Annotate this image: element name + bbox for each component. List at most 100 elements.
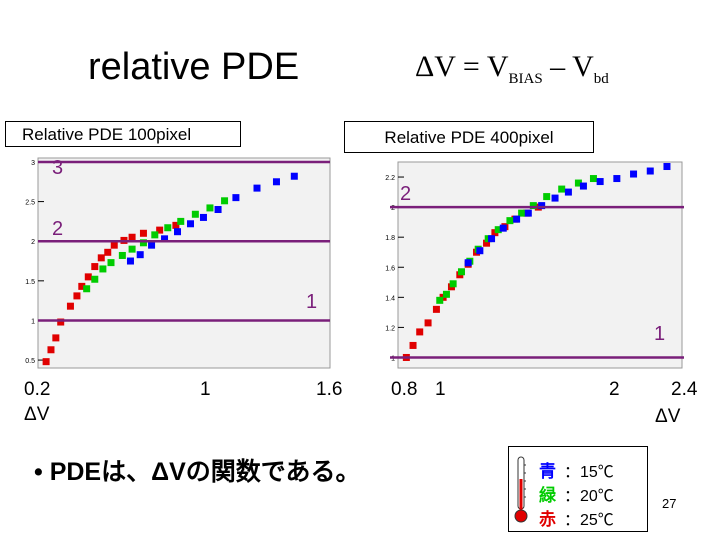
y-tick-label: 2.2 — [385, 175, 395, 182]
data-point — [128, 233, 136, 241]
data-point — [424, 319, 432, 327]
data-point — [646, 167, 654, 175]
data-point — [139, 239, 147, 247]
data-point — [126, 257, 134, 265]
formula-lhs: ΔV — [415, 50, 456, 83]
data-point — [290, 172, 298, 180]
data-point — [128, 245, 136, 253]
data-point — [104, 248, 112, 256]
bullet-text: • PDEは、ΔVの関数である。 — [34, 458, 361, 486]
data-point — [630, 170, 638, 178]
chart-100pixel: 0.5 1 1.5 2 2.5 3 3 2 1 — [0, 150, 340, 375]
data-point — [73, 292, 81, 300]
data-point — [529, 202, 537, 210]
data-point — [191, 210, 199, 218]
chart-400pixel-title: Relative PDE 400pixel — [344, 121, 594, 153]
data-point — [177, 217, 185, 225]
data-point — [551, 194, 559, 202]
data-point — [579, 182, 587, 190]
data-point — [84, 273, 92, 281]
data-point — [499, 224, 507, 232]
data-point — [97, 254, 105, 262]
data-point — [506, 217, 514, 225]
data-point — [172, 221, 180, 229]
data-point — [221, 197, 229, 205]
data-point — [476, 247, 484, 255]
data-point — [513, 215, 521, 223]
y-tick-label: 1 — [391, 355, 395, 362]
formula-equals: = — [455, 50, 487, 83]
x-label-0-2: 0.2 — [24, 379, 51, 400]
data-point — [409, 341, 417, 349]
data-point — [442, 290, 450, 298]
y-tick-label: 2 — [391, 205, 395, 212]
data-point — [613, 175, 621, 183]
data-point — [99, 265, 107, 273]
data-point — [483, 239, 491, 247]
y-tick-label: 1.5 — [25, 279, 35, 286]
data-point — [206, 204, 214, 212]
reference-line-label: 3 — [52, 157, 63, 179]
data-point — [436, 296, 444, 304]
data-point — [663, 163, 671, 171]
data-point — [47, 346, 55, 354]
data-point — [91, 263, 99, 271]
data-point — [151, 231, 159, 239]
y-tick-label: 1.4 — [385, 295, 395, 302]
y-tick-label: 2 — [31, 239, 35, 246]
data-point — [118, 251, 126, 259]
data-point — [543, 193, 551, 201]
plot-area — [37, 157, 331, 369]
data-point — [449, 280, 457, 288]
data-point — [232, 194, 240, 202]
legend-label: 緑 — [539, 486, 556, 505]
data-point — [66, 302, 74, 310]
data-point — [589, 175, 597, 183]
data-point — [91, 275, 99, 283]
legend-item-red: 赤 ：25℃ — [539, 505, 614, 530]
x-label-2-4: 2.4 — [671, 379, 698, 400]
chart-400pixel: 1 1.2 1.4 1.6 1.8 2 2.2 2 1 — [340, 150, 700, 375]
legend-temp: ：25℃ — [564, 512, 614, 529]
data-point — [161, 235, 169, 243]
y-tick-label: 3 — [31, 160, 35, 167]
plot-area — [397, 161, 683, 369]
x-label-1-6: 1.6 — [316, 379, 343, 400]
formula-v: V — [486, 50, 509, 83]
data-point — [42, 358, 50, 366]
y-tick-label: 1.8 — [385, 235, 395, 242]
y-tick-label: 0.5 — [25, 358, 35, 365]
data-point — [416, 328, 424, 336]
data-point — [432, 305, 440, 313]
data-point — [596, 178, 604, 186]
legend-item-blue: 青 ：15℃ — [539, 457, 614, 482]
formula-bias-subscript: BIAS — [508, 71, 543, 87]
y-tick-label: 1.6 — [385, 265, 395, 272]
reference-line-label: 1 — [654, 323, 665, 345]
data-point — [186, 220, 194, 228]
formula-minus-v: – V — [542, 50, 594, 83]
x-label-0-8: 0.8 — [391, 379, 418, 400]
data-point — [78, 282, 86, 290]
data-point — [110, 241, 118, 249]
data-point — [558, 185, 566, 193]
data-point — [524, 209, 532, 217]
x-label-1-left: 1 — [200, 379, 211, 400]
y-tick-label: 1.2 — [385, 325, 395, 332]
data-point — [488, 235, 496, 243]
x-axis-label-right: ΔV — [655, 406, 681, 427]
data-point — [136, 251, 144, 259]
slide-title: relative PDE — [88, 46, 300, 88]
page-number: 27 — [662, 496, 677, 511]
data-point — [494, 226, 502, 234]
legend-label: 赤 — [539, 510, 556, 529]
chart-100pixel-title: Relative PDE 100pixel — [5, 121, 241, 147]
data-point — [199, 213, 207, 221]
data-point — [107, 259, 115, 267]
data-point — [272, 178, 280, 186]
x-label-2: 2 — [609, 379, 620, 400]
formula-bd-subscript: bd — [593, 71, 609, 87]
data-point — [52, 334, 60, 342]
reference-line-label: 1 — [306, 291, 317, 313]
data-point — [83, 285, 91, 293]
